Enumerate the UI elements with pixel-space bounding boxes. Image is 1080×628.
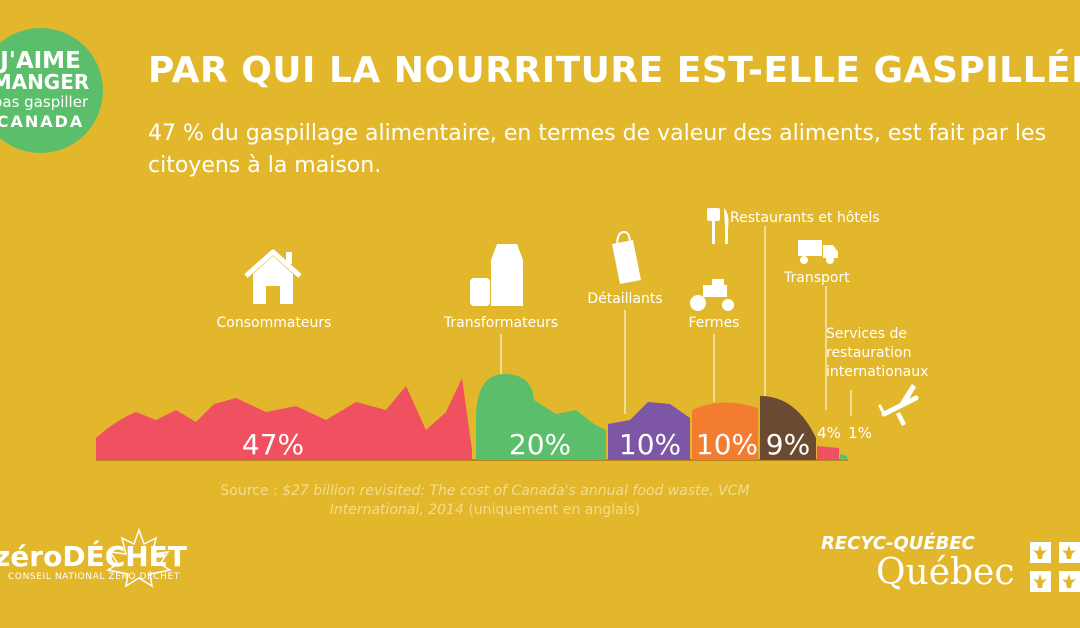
- source-citation: $27 billion revisited: The cost of Canad…: [282, 483, 750, 518]
- quebec-flag-icon: [1030, 542, 1080, 592]
- quebec-wordmark: Québec: [876, 552, 1015, 593]
- tractor-icon: [690, 279, 734, 311]
- source-suffix: (uniquement en anglais): [463, 502, 641, 518]
- zero-dechet-wordmark: zéroDÉCHET: [0, 540, 187, 573]
- zero-dechet-logo: zéroDÉCHET CONSEIL NATIONAL ZÉRO DÉCHET: [0, 528, 187, 588]
- source-note: Source : $27 billion revisited: The cost…: [205, 482, 765, 520]
- label-transport: Transport: [783, 270, 850, 286]
- page-subtitle: 47 % du gaspillage alimentaire, en terme…: [148, 121, 1047, 178]
- label-transformateurs: Transformateurs: [443, 315, 558, 331]
- label-detaillants: Détaillants: [587, 291, 662, 307]
- value-label-fermes: 10%: [696, 428, 758, 461]
- label-restaurants: Restaurants et hôtels: [730, 210, 880, 226]
- label-fermes: Fermes: [689, 315, 740, 331]
- label-services-line-1: Services de: [826, 326, 907, 342]
- bar-fermes: [692, 402, 758, 460]
- bar-restaurants: [760, 396, 816, 460]
- airplane-icon: [878, 384, 919, 426]
- value-label-detaillants: 10%: [619, 428, 681, 461]
- truck-icon: [798, 240, 838, 264]
- milk-carton-icon: [470, 244, 523, 306]
- logo-line-4: CANADA: [0, 112, 85, 131]
- label-services: Services de restauration internationaux: [826, 326, 928, 380]
- shopping-bag-icon: [612, 230, 641, 284]
- bar-detaillants: [608, 402, 690, 460]
- value-label-services: 1%: [848, 424, 872, 442]
- maple-leaf-icon: [105, 528, 173, 588]
- house-icon: [244, 249, 302, 304]
- label-consommateurs: Consommateurs: [217, 315, 332, 331]
- bar-transformateurs: [476, 374, 606, 460]
- logo-line-1: J'AIME: [0, 48, 81, 74]
- label-services-line-2: restauration: [826, 345, 911, 361]
- bar-consommateurs: [96, 378, 472, 460]
- logo-line-2: MANGER: [0, 70, 90, 94]
- label-services-line-3: internationaux: [826, 364, 928, 380]
- zero-dechet-subtitle: CONSEIL NATIONAL ZÉRO DÉCHET: [8, 572, 180, 582]
- fork-knife-icon: [707, 208, 729, 244]
- value-label-transformateurs: 20%: [509, 428, 571, 461]
- bar-services: [840, 454, 847, 460]
- source-prefix: Source :: [220, 483, 283, 499]
- value-label-consommateurs: 47%: [242, 428, 304, 461]
- logo-line-3: pas gaspiller: [0, 93, 89, 111]
- jaime-manger-logo: J'AIME MANGER pas gaspiller CANADA: [0, 28, 103, 153]
- page-title: PAR QUI LA NOURRITURE EST-ELLE GASPILLÉE…: [148, 50, 1080, 91]
- recyc-quebec-logo: RECYC-QUÉBEC: [821, 533, 975, 554]
- value-label-restaurants: 9%: [766, 428, 810, 461]
- bar-transport: [817, 446, 839, 460]
- value-label-transport: 4%: [817, 424, 841, 442]
